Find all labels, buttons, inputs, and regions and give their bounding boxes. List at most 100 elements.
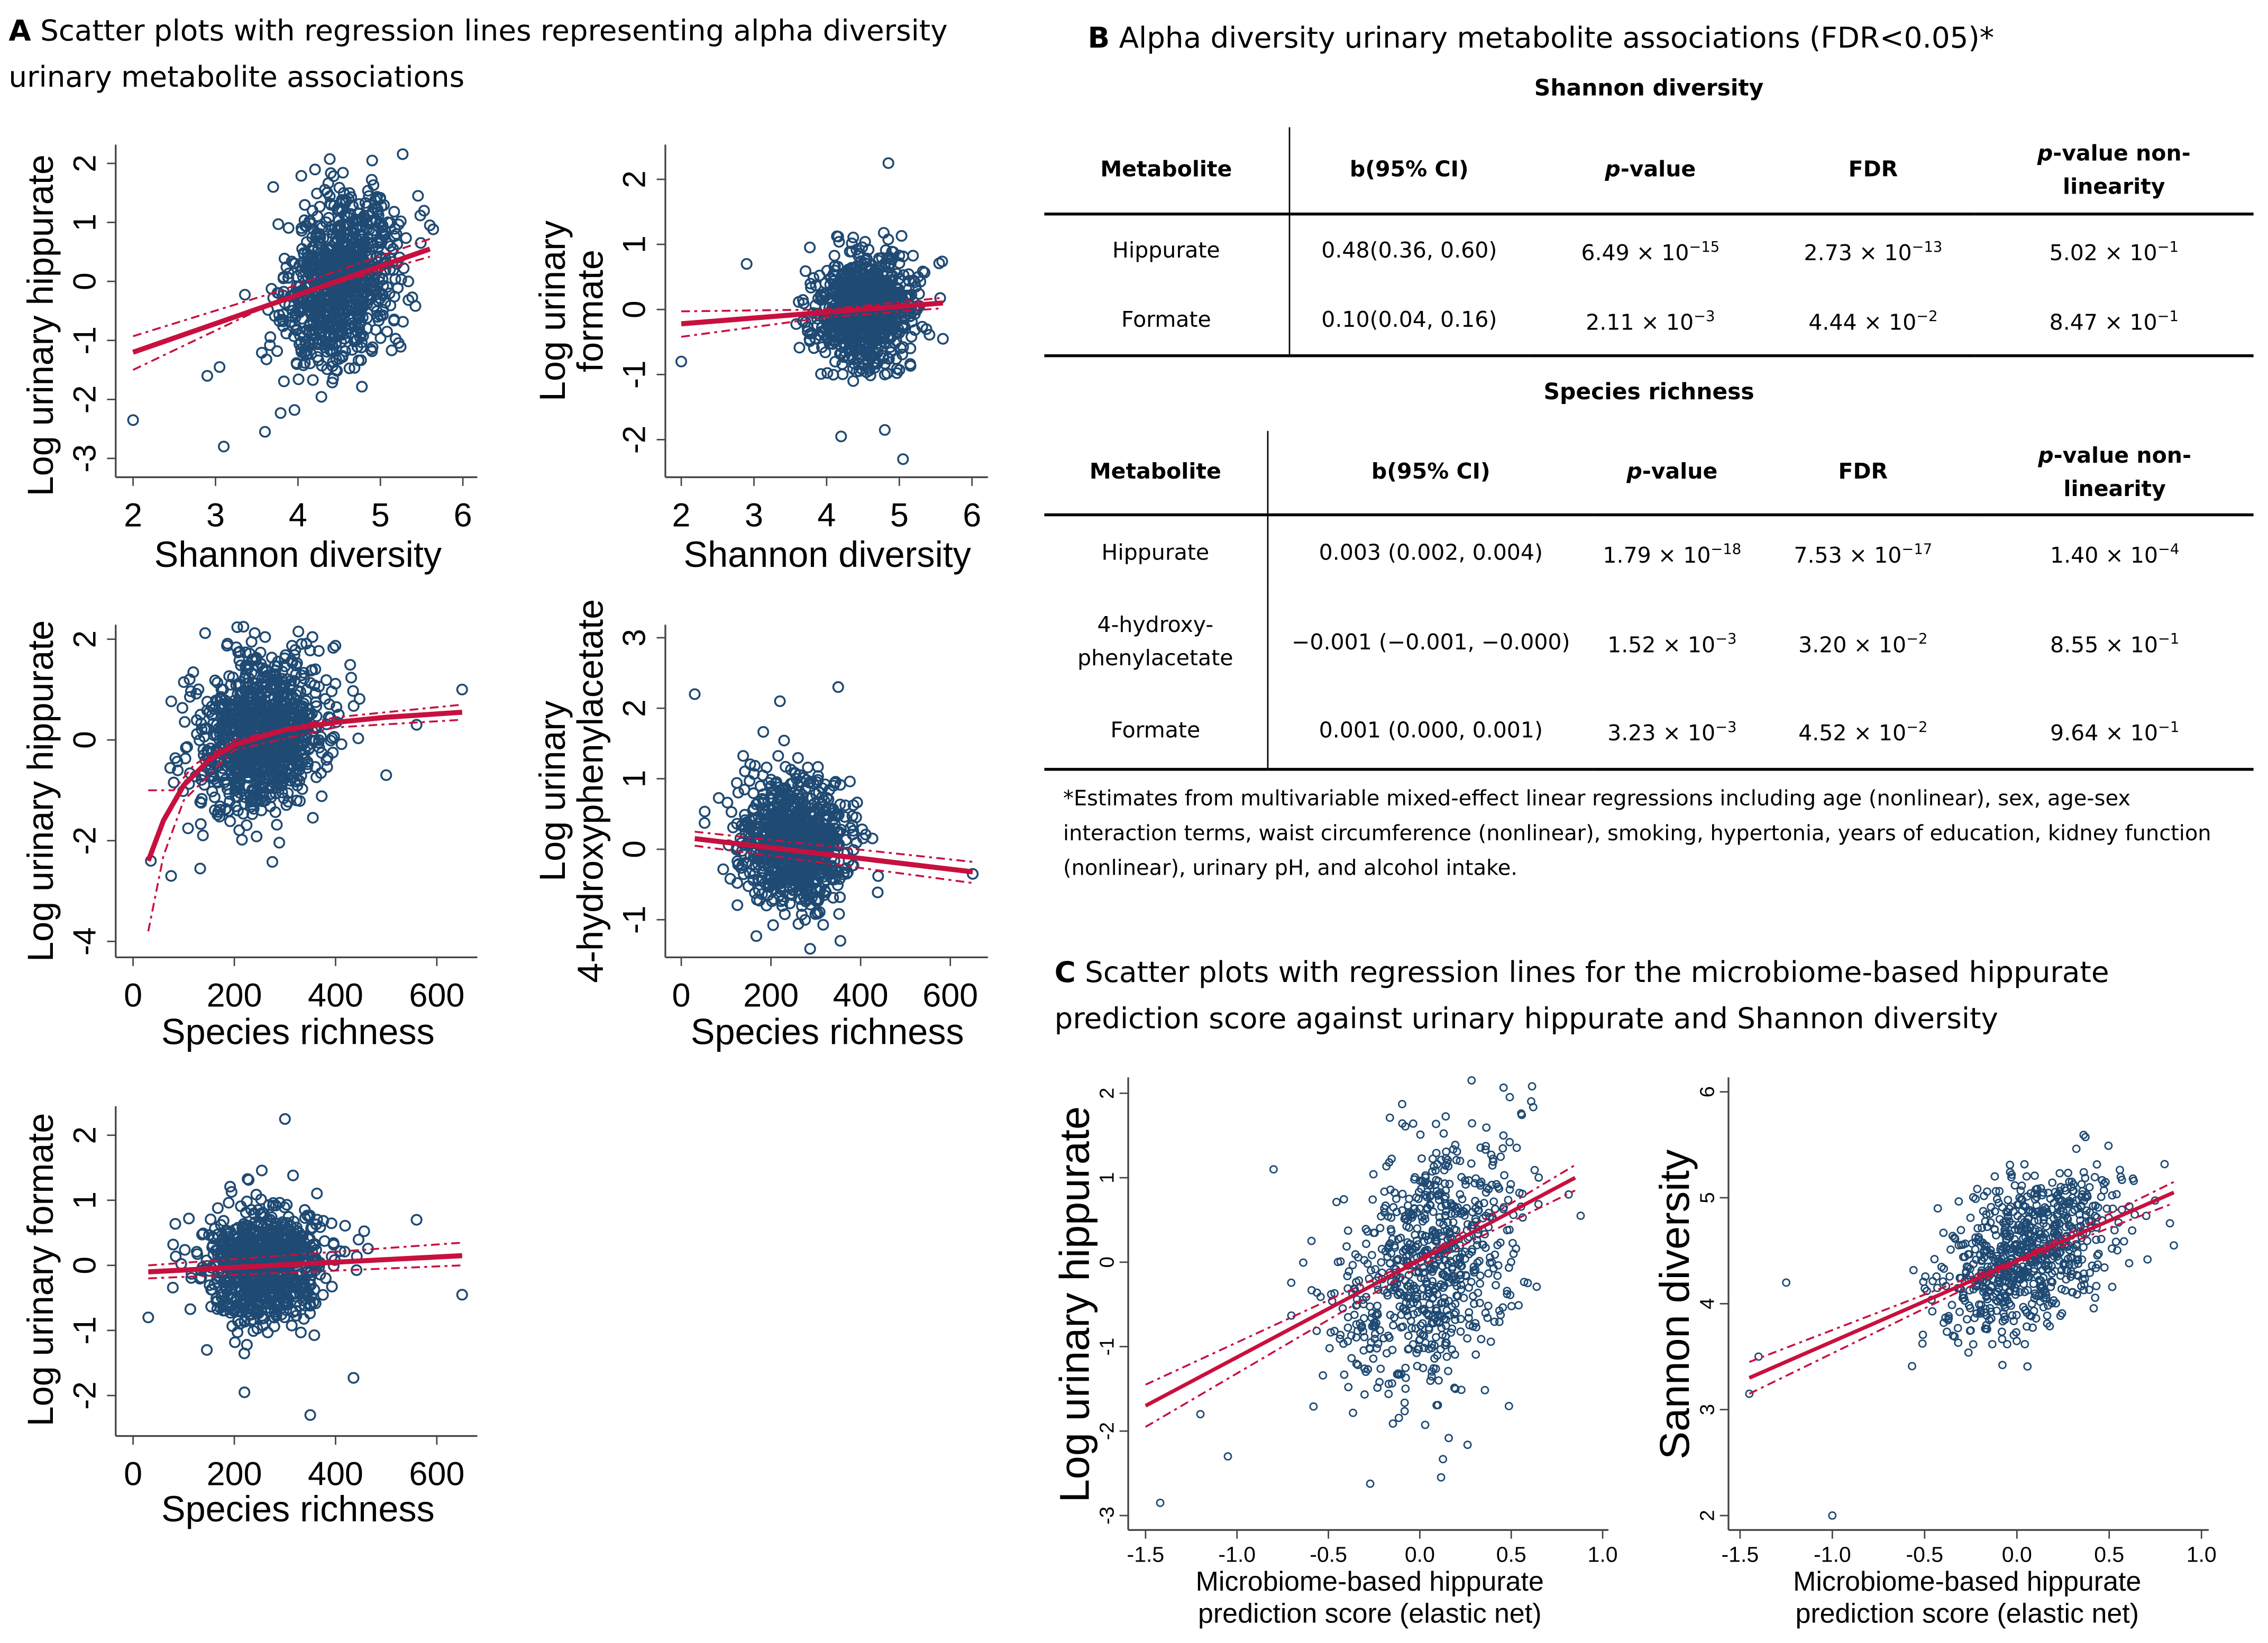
y-tick-label: 2: [1096, 1088, 1119, 1099]
data-point: [413, 191, 423, 201]
data-point: [309, 1330, 319, 1341]
data-point: [219, 442, 229, 452]
data-point: [1464, 1335, 1471, 1342]
data-point: [230, 1337, 240, 1347]
data-point: [184, 1214, 194, 1224]
data-point: [349, 1373, 359, 1383]
y-tick-label: 0: [67, 1256, 102, 1274]
data-point: [390, 274, 400, 284]
x-tick-label: 600: [922, 977, 978, 1014]
y-axis-label: 4-hydroxyphenylacetate: [570, 599, 610, 983]
y-tick-label: 2: [67, 1126, 102, 1144]
x-axis-label: Shannon diversity: [684, 535, 972, 575]
data-point: [752, 931, 762, 941]
data-point: [676, 356, 687, 366]
data-point: [457, 1290, 467, 1300]
x-tick-label: 0: [124, 1456, 142, 1493]
y-axis-label: Log urinary formate: [21, 1113, 61, 1427]
data-point: [239, 622, 249, 632]
data-point: [288, 1170, 298, 1180]
data-point: [1345, 1324, 1351, 1331]
data-point: [359, 1226, 369, 1236]
y-tick-label: -2: [67, 1381, 102, 1409]
data-point: [700, 806, 710, 816]
data-point: [196, 819, 206, 829]
data-point: [296, 171, 306, 181]
data-point: [727, 807, 737, 817]
data-point: [166, 871, 176, 881]
x-axis-label: Species richness: [161, 1012, 435, 1052]
data-point: [169, 777, 179, 787]
y-tick-label: 0: [67, 272, 102, 290]
data-point: [225, 816, 235, 827]
y-tick-label: 0: [617, 840, 652, 858]
x-tick-label: 6: [963, 497, 981, 534]
data-point: [171, 1252, 181, 1262]
x-tick-label: -0.5: [1310, 1542, 1347, 1566]
data-point: [873, 887, 883, 897]
data-point: [411, 1215, 422, 1225]
x-tick-label: 400: [308, 977, 363, 1014]
data-point: [938, 334, 948, 344]
data-point: [838, 369, 848, 379]
data-point: [263, 1327, 273, 1337]
data-point: [279, 377, 289, 387]
data-point: [758, 727, 769, 737]
data-points: [690, 682, 977, 954]
data-point: [294, 627, 304, 637]
data-point: [793, 753, 803, 763]
data-point: [1401, 1408, 1408, 1415]
y-tick-label: 1: [617, 770, 652, 787]
x-tick-label: 3: [206, 497, 225, 534]
data-point: [1320, 1372, 1327, 1379]
data-point: [272, 346, 282, 356]
data-point: [845, 777, 855, 787]
data-point: [284, 223, 294, 233]
data-point: [732, 778, 742, 788]
y-tick-label: 0: [617, 300, 652, 318]
x-axis-label: Species richness: [161, 1489, 435, 1529]
data-point: [833, 682, 843, 692]
data-point: [803, 763, 813, 773]
y-axis-label: Log urinary: [533, 220, 573, 401]
data-point: [280, 1114, 290, 1124]
data-point: [818, 920, 828, 930]
data-point: [305, 1410, 315, 1420]
data-point: [336, 739, 346, 749]
y-tick-label: -2: [67, 385, 102, 414]
data-point: [848, 376, 858, 386]
data-point: [308, 375, 318, 385]
data-point: [779, 736, 789, 746]
data-point: [775, 696, 785, 706]
data-point: [180, 1245, 190, 1255]
x-tick-label: 400: [308, 1456, 363, 1493]
x-tick-label: 200: [743, 977, 799, 1014]
data-point: [1457, 1328, 1464, 1335]
data-point: [308, 813, 318, 823]
data-point: [242, 820, 252, 830]
data-point: [816, 369, 826, 379]
data-point: [213, 1203, 223, 1213]
data-point: [401, 233, 411, 243]
data-point: [310, 164, 320, 175]
x-tick-label: 0: [124, 977, 142, 1014]
data-point: [294, 374, 304, 384]
y-axis-label: formate: [570, 250, 610, 372]
y-tick-label: -1: [67, 326, 102, 355]
data-point: [319, 1236, 330, 1246]
data-points: [146, 622, 467, 881]
y-tick-label: 2: [617, 700, 652, 717]
data-point: [690, 689, 700, 699]
y-tick-label: 0: [1096, 1256, 1119, 1268]
data-point: [240, 1388, 250, 1398]
data-point: [325, 154, 335, 164]
data-point: [300, 200, 310, 210]
x-tick-label: 0.0: [1405, 1542, 1435, 1566]
data-point: [215, 362, 225, 372]
x-tick-label: 2: [672, 497, 691, 534]
data-point: [168, 1283, 178, 1293]
data-point: [1438, 1474, 1444, 1481]
